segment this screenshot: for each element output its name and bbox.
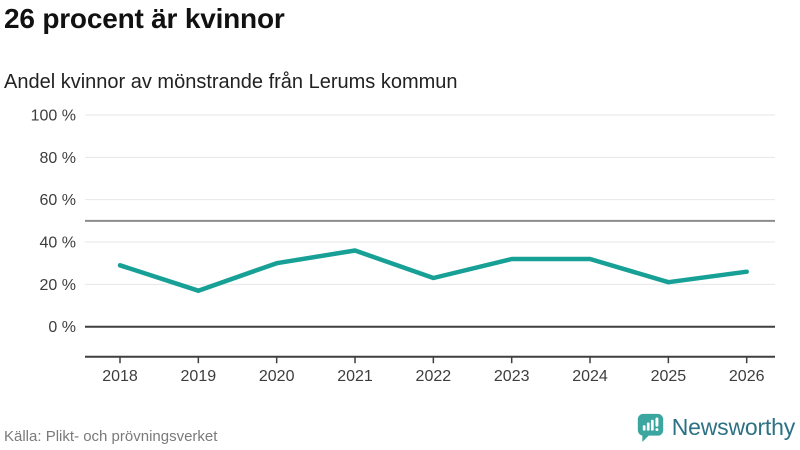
y-axis-tick-label: 0 % [48,319,76,336]
newsworthy-logo-text: Newsworthy [671,414,795,440]
x-axis-tick-label: 2022 [416,368,452,385]
x-axis-tick-label: 2026 [729,368,765,385]
newsworthy-logo: Newsworthy [636,412,795,443]
x-axis-tick-label: 2025 [651,368,687,385]
x-axis-tick-label: 2024 [572,368,608,385]
x-axis-tick-label: 2020 [259,368,295,385]
source-caption: Källa: Plikt- och prövningsverket [4,428,218,445]
y-axis-tick-label: 80 % [40,150,76,167]
page-title: 26 procent är kvinnor [4,3,285,34]
y-axis-tick-label: 60 % [40,192,76,209]
chart-subtitle: Andel kvinnor av mönstrande från Lerums … [4,71,458,93]
x-axis-tick-label: 2023 [494,368,530,385]
y-axis-tick-label: 100 % [31,108,76,125]
x-axis-tick-label: 2018 [102,368,138,385]
y-axis-tick-label: 40 % [40,235,76,252]
newsworthy-bar-chart-speech-bubble-icon [637,413,663,442]
data-line-andel-kvinnor [117,248,749,293]
x-axis-tick-label: 2021 [337,368,373,385]
y-axis-tick-label: 20 % [40,277,76,294]
x-axis-tick-label: 2019 [181,368,217,385]
